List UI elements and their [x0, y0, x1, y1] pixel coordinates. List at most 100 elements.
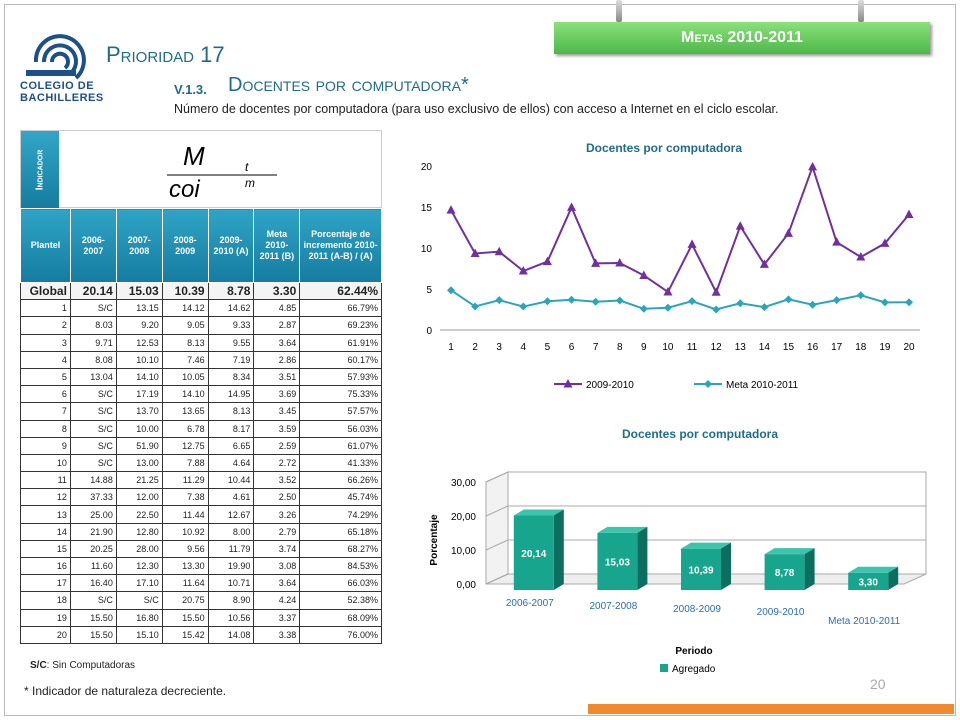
table-cell: 13.65	[161, 402, 209, 421]
line-point	[567, 295, 576, 304]
bar	[597, 532, 638, 590]
table-cell: 11.44	[161, 505, 209, 524]
table-cell: 10	[20, 453, 71, 473]
table-cell: 16.80	[115, 608, 163, 627]
bar-side	[553, 509, 564, 590]
legend-label: 2009-2010	[586, 380, 634, 391]
table-cell: 16	[20, 556, 71, 576]
table-cell: 17.10	[115, 574, 163, 593]
line-point	[808, 161, 818, 171]
table-cell: S/C	[69, 419, 117, 438]
table-cell: 75.33%	[299, 385, 382, 404]
prioridad-title: Prioridad 17	[106, 42, 225, 67]
bar	[681, 548, 721, 590]
bar-chart-gridline	[485, 505, 509, 517]
table-cell: 9.55	[207, 333, 255, 352]
line-chart-title: Docentes por computadora	[586, 141, 742, 155]
line-point	[663, 303, 672, 312]
line-point	[856, 252, 866, 261]
table-cell: 16.40	[69, 574, 117, 593]
table-cell: 45.74%	[299, 488, 382, 507]
line-point	[591, 297, 600, 306]
table-cell: 9.20	[115, 316, 163, 335]
table-cell: 19	[20, 608, 71, 627]
table-cell: 2.87	[253, 316, 301, 335]
table-cell: 13.04	[69, 367, 117, 387]
table-cell: 20.75	[161, 591, 209, 610]
table-row: 3 9.71 12.53 8.13 9.55 3.64 61.91%	[20, 333, 382, 352]
bar-chart-gridline	[485, 471, 509, 483]
line-point	[832, 296, 841, 305]
bar-side	[888, 566, 899, 590]
table-cell: 20.25	[69, 539, 117, 559]
table-cell: 14.95	[207, 385, 255, 404]
bar	[848, 572, 889, 590]
table-cell: 12.00	[115, 488, 163, 507]
line-point	[494, 246, 504, 256]
line-chart-x-tick: 19	[879, 342, 891, 353]
table-row: 6 S/C 17.19 14.10 14.95 3.69 75.33%	[20, 385, 382, 404]
line-chart-x-tick: 12	[711, 342, 723, 353]
table-cell: 3.37	[253, 608, 301, 627]
table-row: 5 13.04 14.10 10.05 8.34 3.51 57.93%	[20, 367, 382, 387]
line-point	[760, 303, 769, 312]
table-cell: 57.93%	[299, 367, 382, 387]
slide-frame	[4, 4, 956, 716]
indicator-label-bar: Indicador	[21, 131, 59, 209]
line-chart-x-tick: 16	[807, 342, 819, 353]
table-cell: 3.69	[253, 385, 301, 404]
table-cell: S/C	[69, 436, 117, 455]
line-chart-x-tick: 1	[448, 342, 454, 353]
bar-category-label: 2007-2008	[589, 601, 637, 612]
metas-banner: Metas 2010-2011	[554, 22, 930, 54]
table-row: 20 15.50 15.10 15.42 14.08 3.38 76.00%	[20, 625, 382, 644]
table-cell: 15	[20, 539, 71, 559]
table-cell: 8.34	[207, 367, 255, 387]
table-cell: 74.29%	[299, 505, 382, 524]
table-cell: 8.13	[161, 333, 209, 352]
table-cell: 3.08	[253, 556, 301, 576]
table-cell: 1	[20, 299, 71, 318]
line-point	[615, 296, 624, 305]
table-cell: 13.00	[115, 453, 163, 473]
line-chart-x-tick: 13	[735, 342, 747, 353]
sc-desc: : Sin Computadoras	[46, 660, 136, 671]
table-cell: 19.90	[207, 556, 255, 576]
line-point	[495, 296, 504, 305]
th-2006-2007: 2006-2007	[69, 208, 117, 283]
bar-value-label: 8,78	[775, 568, 795, 579]
line-chart-y-tick: 10	[421, 244, 433, 255]
table-row: 11 14.88 21.25 11.29 10.44 3.52 66.26%	[20, 471, 382, 490]
table-cell: 20	[20, 625, 71, 644]
section-subtitle: Número de docentes por computadora (para…	[174, 102, 779, 116]
line-point	[471, 302, 480, 311]
table-cell: 13.30	[161, 556, 209, 576]
table-cell: 3.64	[253, 574, 301, 593]
bar-value-label: 3,30	[858, 577, 878, 588]
table-cell: 52.38%	[299, 591, 382, 610]
table-cell: 14.10	[161, 385, 209, 404]
table-cell: 10.10	[115, 350, 163, 369]
bar-category-label: 2008-2009	[673, 604, 721, 615]
table-cell: 18	[20, 591, 71, 610]
table-cell: 66.03%	[299, 574, 382, 593]
table-cell: 14.08	[207, 625, 255, 644]
th-2009-2010: 2009-2010 (A)	[207, 208, 255, 283]
line-chart-x-tick: 9	[641, 342, 647, 353]
line-point	[639, 270, 649, 279]
formula-denominator-sub: m	[245, 176, 255, 190]
line-point	[904, 209, 914, 219]
line-chart-x-tick: 5	[545, 342, 551, 353]
line-chart-x-tick: 2	[472, 342, 478, 353]
table-row: 14 21.90 12.80 10.92 8.00 2.79 65.18%	[20, 522, 382, 541]
table-row: 9 S/C 51.90 12.75 6.65 2.59 61.07%	[20, 436, 382, 455]
table-cell: 14	[20, 522, 71, 541]
line-point	[712, 305, 721, 314]
table-cell: 9.71	[69, 333, 117, 352]
table-cell: 3.26	[253, 505, 301, 524]
table-cell: 3	[20, 333, 71, 352]
line-point	[447, 286, 455, 295]
table-row: 18 S/C S/C 20.75 8.90 4.24 52.38%	[20, 591, 382, 610]
line-chart-y-tick: 20	[421, 162, 433, 173]
table-cell: 69.23%	[299, 316, 382, 335]
